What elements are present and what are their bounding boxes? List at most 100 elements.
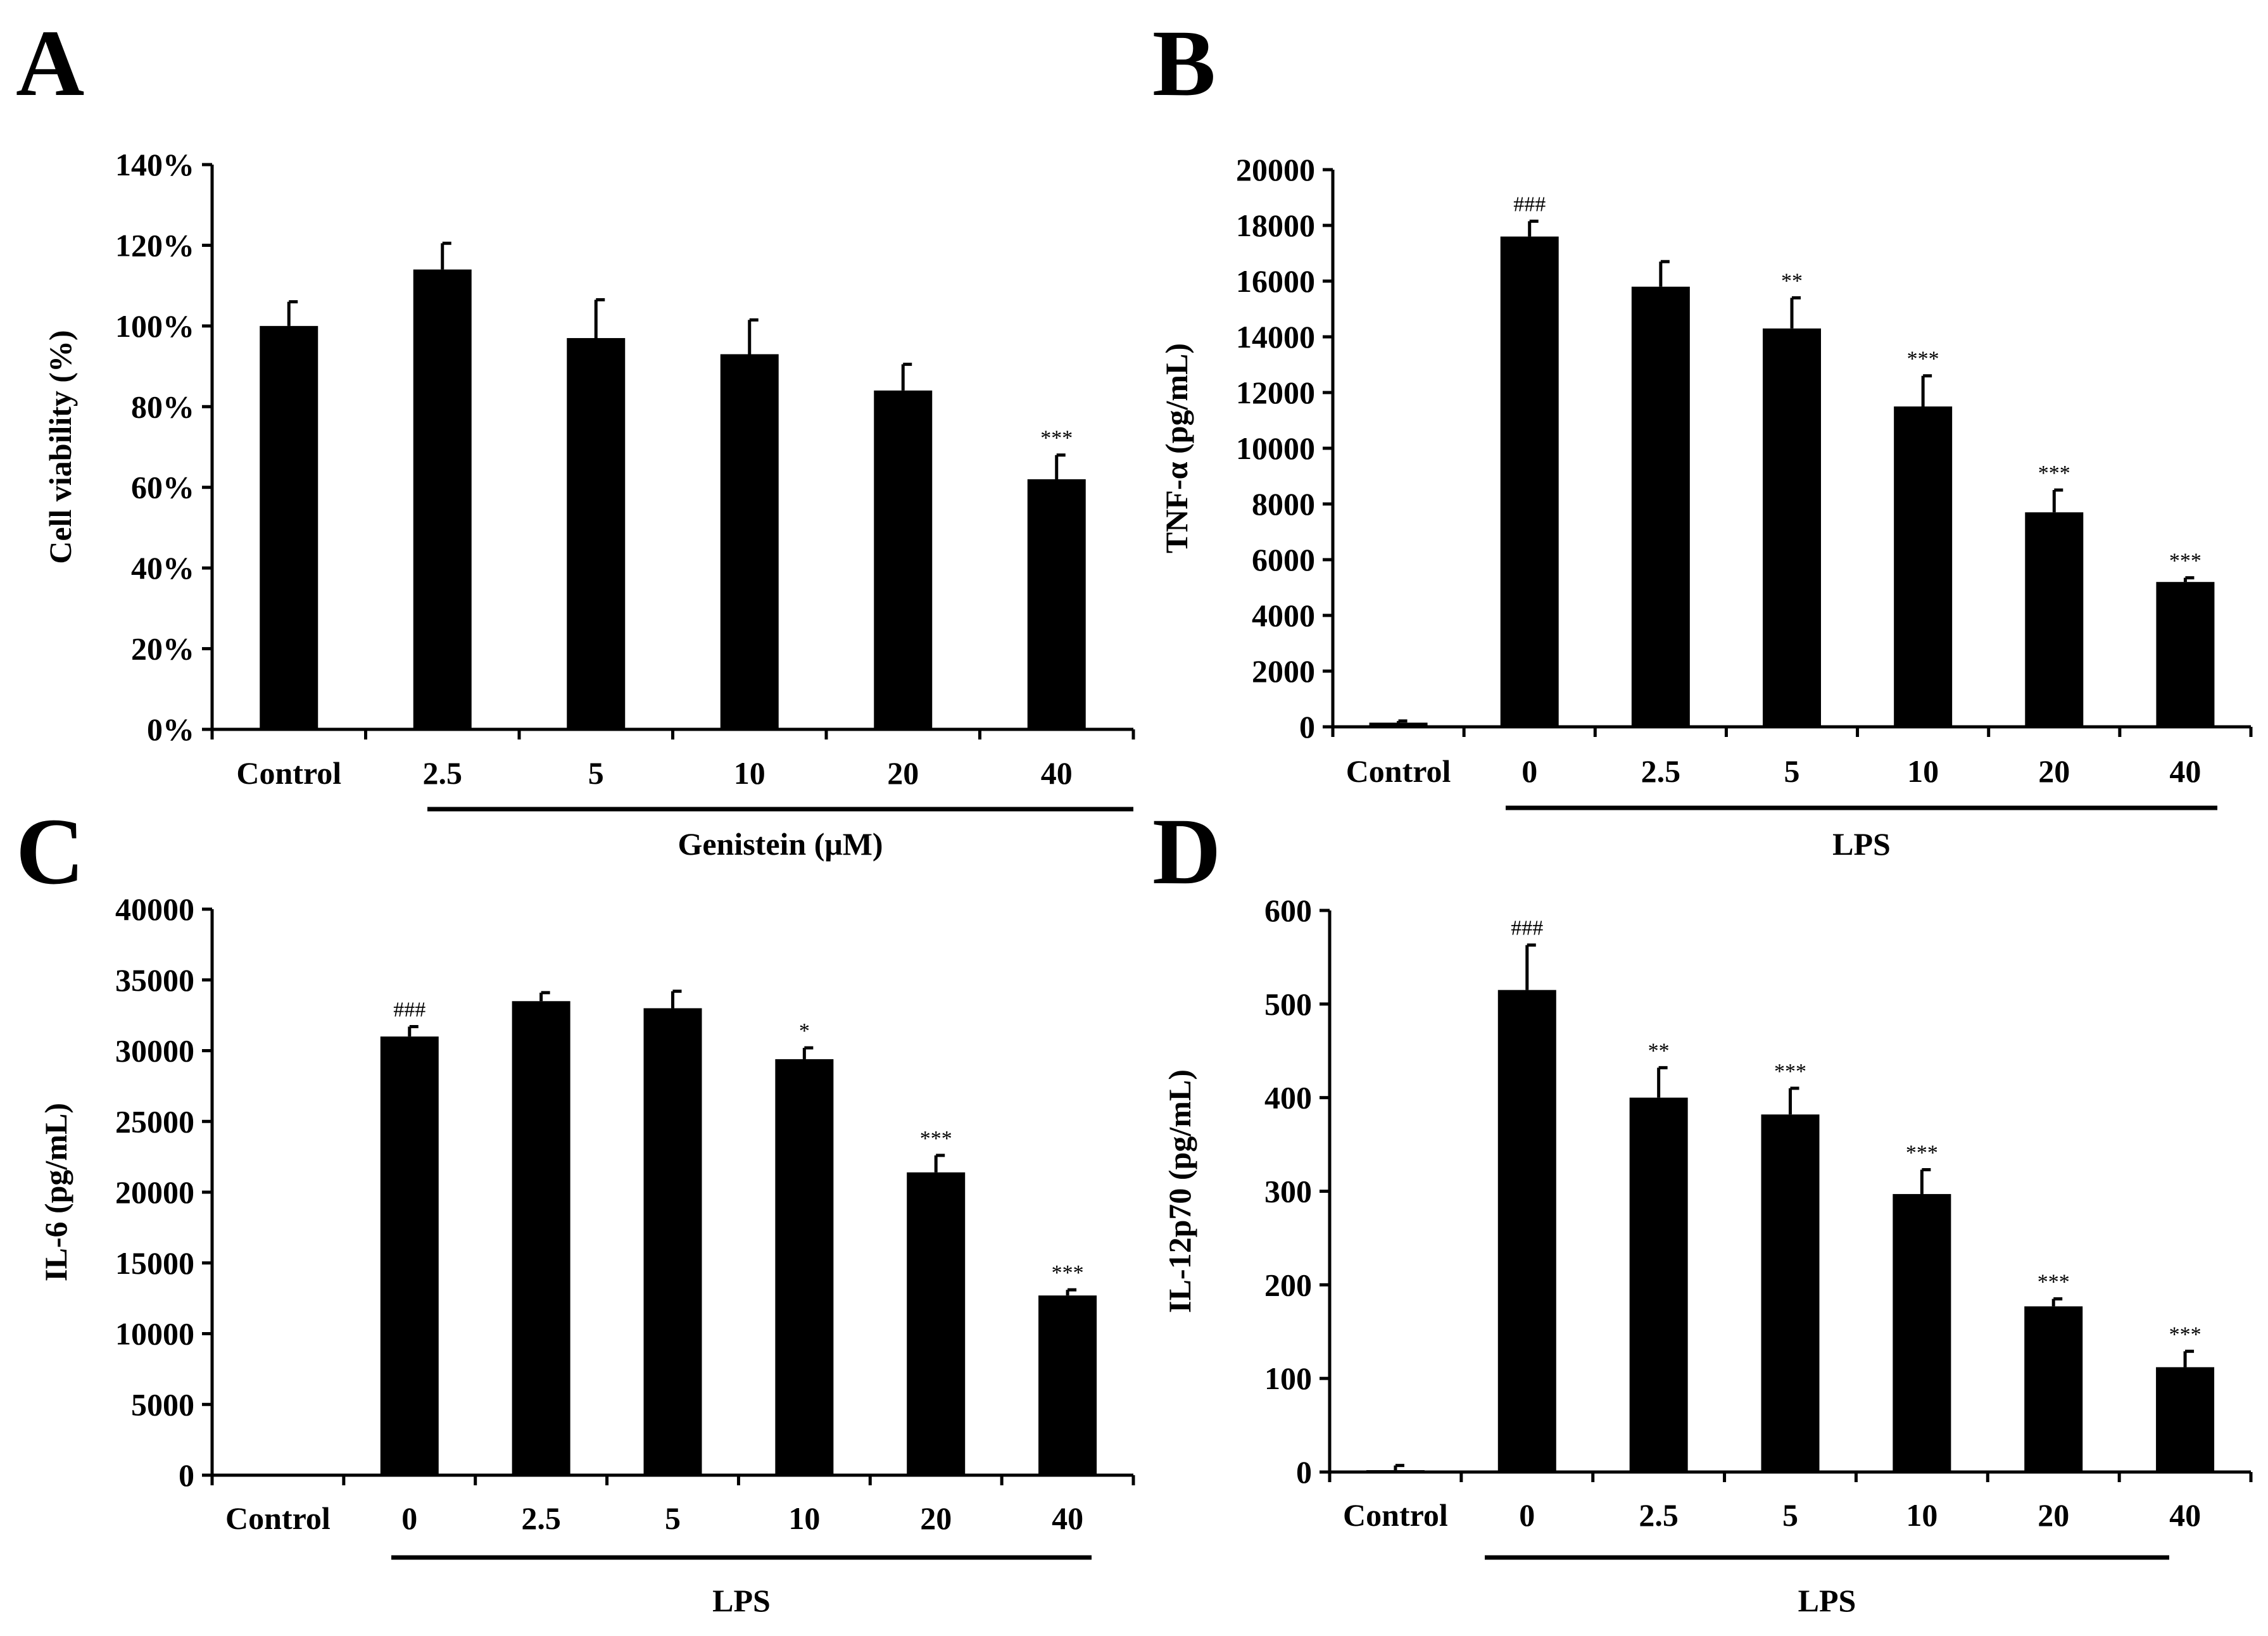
category-label-2.5: 2.5 bbox=[423, 755, 463, 791]
y-tick-label: 5000 bbox=[131, 1387, 194, 1422]
bar-40 bbox=[2156, 582, 2215, 727]
category-label-20: 20 bbox=[887, 755, 919, 791]
y-tick-label: 20000 bbox=[1236, 152, 1315, 187]
y-tick-label: 10000 bbox=[1236, 431, 1315, 466]
significance-label-40: *** bbox=[1052, 1261, 1084, 1285]
panel-letter-b: B bbox=[1152, 11, 1216, 116]
bar-10 bbox=[1894, 406, 1953, 727]
y-tick-label: 100% bbox=[115, 308, 194, 344]
y-tick-label: 2000 bbox=[1252, 653, 1315, 689]
category-label-5: 5 bbox=[665, 1501, 681, 1536]
significance-label-20: *** bbox=[920, 1127, 952, 1150]
bar-0 bbox=[1497, 990, 1556, 1472]
y-tick-label: 8000 bbox=[1252, 486, 1315, 522]
category-label-2.5: 2.5 bbox=[1641, 753, 1681, 789]
category-label-2.5: 2.5 bbox=[1639, 1497, 1679, 1533]
chart-panel-b: 0 2000 4000 6000 8000 10000 12000 14000 16000 180… bbox=[1159, 152, 2253, 862]
bar-5 bbox=[1763, 328, 1821, 727]
y-tick-label: 25000 bbox=[115, 1104, 194, 1139]
y-tick-label: 500 bbox=[1264, 986, 1312, 1022]
significance-label-10: *** bbox=[1907, 348, 1939, 371]
significance-label-0: ### bbox=[393, 998, 425, 1022]
y-axis-label: TNF-α (pg/mL) bbox=[1159, 343, 1194, 553]
category-label-Control: Control bbox=[1343, 1497, 1448, 1533]
bar-Control bbox=[260, 325, 318, 729]
bar-2.5 bbox=[1631, 286, 1690, 727]
bar-40 bbox=[1027, 479, 1086, 729]
panel-letter-a: A bbox=[16, 11, 84, 116]
bar-20 bbox=[2024, 1306, 2083, 1472]
significance-label-10: *** bbox=[1906, 1141, 1938, 1164]
group-label: Genistein (μM) bbox=[677, 826, 883, 862]
category-label-20: 20 bbox=[2038, 753, 2070, 789]
y-tick-label: 18000 bbox=[1236, 208, 1315, 243]
bar-0 bbox=[380, 1036, 439, 1475]
bar-20 bbox=[907, 1172, 966, 1475]
y-tick-label: 6000 bbox=[1252, 542, 1315, 577]
significance-label-2.5: ** bbox=[1648, 1039, 1670, 1062]
y-tick-label: 400 bbox=[1264, 1080, 1312, 1116]
category-label-0: 0 bbox=[1521, 753, 1537, 789]
charts-layer: 0% 20% 40% 60% 80% 100% 120% 140% Control 2.5 5 10 2… bbox=[38, 147, 2253, 1618]
bar-40 bbox=[1038, 1295, 1097, 1475]
category-label-10: 10 bbox=[788, 1501, 820, 1536]
category-label-20: 20 bbox=[920, 1501, 952, 1536]
category-label-20: 20 bbox=[2038, 1497, 2069, 1533]
category-label-Control: Control bbox=[1346, 753, 1451, 789]
chart-panel-c: 0 5000 10000 15000 20000 25000 30000 35000 40000… bbox=[38, 891, 1135, 1618]
y-tick-label: 15000 bbox=[115, 1245, 194, 1281]
category-label-0: 0 bbox=[1519, 1497, 1535, 1533]
group-label: LPS bbox=[712, 1583, 771, 1618]
y-tick-label: 120% bbox=[115, 227, 194, 263]
significance-label-0: ### bbox=[1511, 917, 1543, 940]
bar-5 bbox=[643, 1008, 702, 1475]
y-axis-label: IL-12p70 (pg/mL) bbox=[1162, 1069, 1197, 1313]
y-tick-label: 20% bbox=[131, 631, 194, 667]
category-label-10: 10 bbox=[1906, 1497, 1937, 1533]
category-label-Control: Control bbox=[236, 755, 341, 791]
panel-letter-d: D bbox=[1152, 799, 1221, 904]
y-axis-label: IL-6 (pg/mL) bbox=[38, 1103, 73, 1281]
y-tick-label: 16000 bbox=[1236, 263, 1315, 299]
y-tick-label: 140% bbox=[115, 147, 194, 182]
y-tick-label: 200 bbox=[1264, 1267, 1312, 1302]
category-label-40: 40 bbox=[1052, 1501, 1083, 1536]
bar-0 bbox=[1500, 236, 1559, 727]
category-label-10: 10 bbox=[734, 755, 765, 791]
bar-10 bbox=[720, 354, 779, 729]
y-tick-label: 60% bbox=[131, 470, 194, 505]
chart-panel-a: 0% 20% 40% 60% 80% 100% 120% 140% Control 2.5 5 10 2… bbox=[42, 147, 1135, 862]
bar-10 bbox=[775, 1059, 834, 1475]
y-tick-label: 12000 bbox=[1236, 375, 1315, 410]
bar-10 bbox=[1893, 1193, 1951, 1472]
y-axis-label: Cell viability (%) bbox=[42, 330, 78, 563]
bar-2.5 bbox=[512, 1001, 570, 1475]
y-tick-label: 20000 bbox=[115, 1174, 194, 1210]
significance-label-5: ** bbox=[1781, 269, 1803, 293]
category-label-40: 40 bbox=[2169, 753, 2201, 789]
group-label: LPS bbox=[1798, 1583, 1856, 1618]
category-label-10: 10 bbox=[1907, 753, 1939, 789]
chart-panel-d: 0 100 200 300 400 500 600 Control ### 0 ** 2.5 *** 5 *… bbox=[1162, 893, 2253, 1618]
significance-label-10: * bbox=[799, 1019, 810, 1043]
bar-20 bbox=[2025, 512, 2084, 727]
y-tick-label: 10000 bbox=[115, 1316, 194, 1352]
panel-letter-c: C bbox=[16, 799, 84, 904]
category-label-40: 40 bbox=[1041, 755, 1073, 791]
bar-Control bbox=[1366, 1470, 1425, 1472]
y-tick-label: 40% bbox=[131, 550, 194, 586]
significance-label-0: ### bbox=[1513, 192, 1546, 216]
category-label-5: 5 bbox=[1784, 753, 1800, 789]
significance-label-40: *** bbox=[1040, 427, 1073, 450]
y-tick-label: 300 bbox=[1264, 1174, 1312, 1209]
bar-5 bbox=[567, 337, 626, 729]
category-label-0: 0 bbox=[401, 1501, 417, 1536]
y-tick-label: 0% bbox=[147, 712, 194, 747]
bar-2.5 bbox=[1629, 1097, 1688, 1472]
y-tick-label: 40000 bbox=[115, 891, 194, 927]
y-tick-label: 0 bbox=[179, 1457, 194, 1493]
bar-40 bbox=[2156, 1367, 2215, 1472]
bar-2.5 bbox=[413, 269, 472, 730]
bar-5 bbox=[1761, 1114, 1820, 1472]
y-tick-label: 14000 bbox=[1236, 319, 1315, 355]
